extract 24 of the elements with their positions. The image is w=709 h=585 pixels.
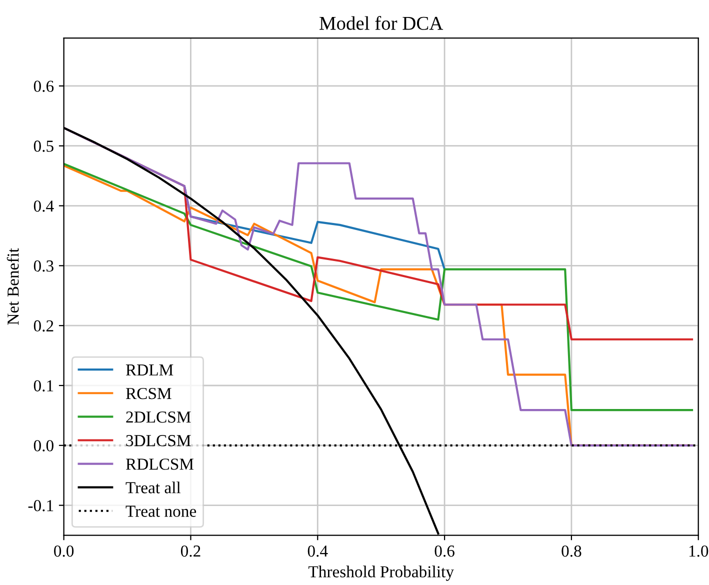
x-tick-label: 0.0 xyxy=(54,545,74,557)
y-tick-label: 0.6 xyxy=(34,80,54,92)
y-tick-label: 0.5 xyxy=(34,140,54,152)
y-tick-label: 0.1 xyxy=(34,380,54,392)
legend-label: 3DLCSM xyxy=(126,435,191,446)
x-tick-label: 0.6 xyxy=(434,545,454,557)
x-tick-label: 0.4 xyxy=(308,545,328,557)
legend-label: RDLM xyxy=(126,364,174,376)
y-tick-label: -0.1 xyxy=(28,500,54,512)
chart-title: Model for DCA xyxy=(320,16,444,30)
x-axis-title: Threshold Probability xyxy=(308,566,454,581)
legend-label: RCSM xyxy=(126,388,172,400)
legend-label: RDLCSM xyxy=(126,458,194,470)
legend-label: Treat none xyxy=(126,506,196,517)
x-tick-label: 0.2 xyxy=(180,545,200,557)
legend-label: 2DLCSM xyxy=(126,411,191,423)
x-tick-label: 1.0 xyxy=(689,545,708,557)
y-tick-label: 0.2 xyxy=(34,320,54,332)
y-axis-title: Net Benefit xyxy=(6,248,19,325)
legend-label: Treat all xyxy=(126,482,181,494)
x-tick-label: 0.8 xyxy=(562,545,582,557)
y-tick-label: 0.4 xyxy=(34,200,54,212)
y-tick-label: 0.0 xyxy=(34,440,54,452)
y-tick-label: 0.3 xyxy=(34,260,54,272)
